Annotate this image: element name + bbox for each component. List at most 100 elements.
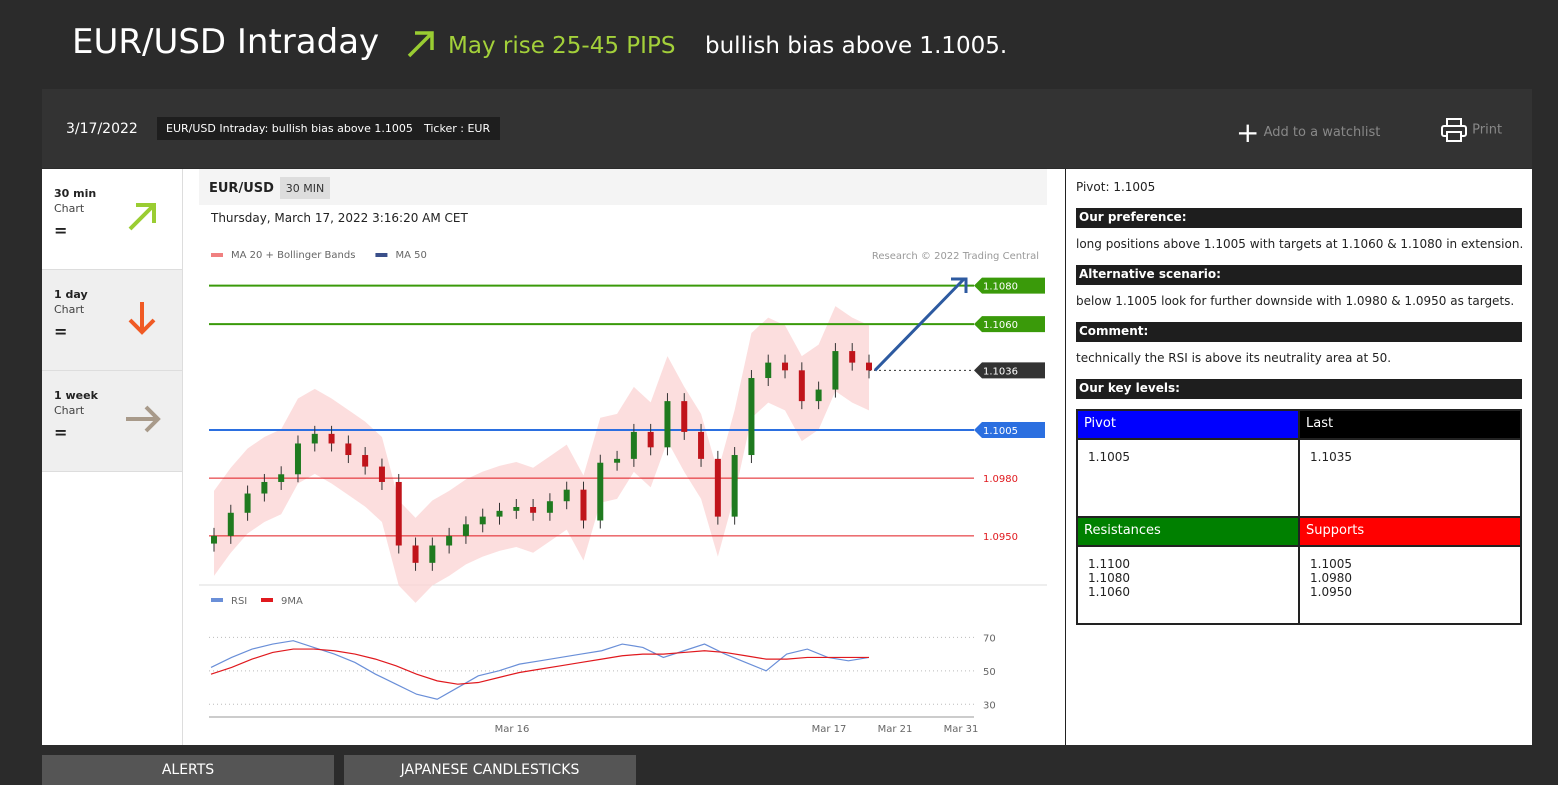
key-levels-table: Pivot Last 1.1005 1.1035 Resistances Supports… [1076, 409, 1522, 625]
level-label: 1.0980 [983, 474, 1018, 485]
arrow-icon [128, 203, 156, 231]
candle [849, 351, 856, 363]
timeframe-status: = [54, 423, 68, 442]
signal: May rise 25-45 PIPS [448, 33, 676, 59]
legend-swatch [261, 598, 273, 602]
level-value: 1.1005 [1088, 450, 1130, 464]
table-cell: 1.1005 [1077, 439, 1299, 517]
candle [765, 362, 772, 379]
print-button[interactable]: Print [1440, 117, 1502, 143]
level-value: 1.1080 [1088, 571, 1130, 585]
candle [328, 433, 335, 444]
tab[interactable]: JAPANESE CANDLESTICKS [344, 755, 636, 785]
x-tick-label: Mar 17 [812, 724, 847, 735]
legend-swatch [211, 598, 223, 602]
section-text: technically the RSI is above its neutral… [1076, 351, 1392, 365]
legend-swatch [375, 253, 388, 257]
candle [698, 431, 705, 459]
key-levels-heading: Our key levels: [1076, 379, 1522, 399]
candle [462, 524, 469, 536]
candle [614, 458, 621, 463]
timeframe-status: = [54, 221, 68, 240]
tag: Ticker : EUR [414, 117, 501, 140]
print-icon [1441, 118, 1467, 142]
candle [278, 474, 285, 482]
chart-header [199, 169, 1047, 205]
timeframe: 1 day Chart = [42, 270, 182, 371]
candle [731, 455, 738, 517]
legend-swatch [211, 253, 223, 257]
legend-label: 9MA [281, 596, 303, 607]
table-cell: 1.1005 1.0980 1.0950 [1299, 546, 1521, 624]
bollinger-band [214, 306, 869, 603]
level-label: 1.1005 [983, 426, 1018, 437]
section-heading: Our preference: [1076, 208, 1522, 228]
level-value: 1.1100 [1088, 557, 1130, 571]
level-value: 1.0950 [1310, 585, 1352, 599]
timeframe-label: 1 day [54, 288, 88, 301]
candle [479, 516, 486, 525]
watchlist-label: Add to a watchlist [1263, 125, 1381, 140]
tab[interactable]: ALERTS [42, 755, 334, 785]
timeframe-arrow [124, 300, 164, 344]
timeframe-sub: Chart [54, 303, 85, 316]
candle [580, 489, 587, 521]
section-text: below 1.1005 look for further downside w… [1076, 294, 1515, 308]
level-value: 1.1005 [1310, 557, 1352, 571]
interval: 30 MIN [286, 182, 324, 195]
credit: Research © 2022 Trading Central [872, 251, 1039, 262]
table-cell: 1.1100 1.1080 1.1060 [1077, 546, 1299, 624]
arrow-icon [126, 405, 161, 433]
forecast-arrow [873, 277, 968, 372]
interval-box [280, 177, 330, 199]
date: 3/17/2022 [66, 121, 138, 137]
section-heading: Comment: [1076, 322, 1522, 342]
level-tag [974, 277, 1045, 294]
rsi-tick-label: 30 [983, 700, 996, 711]
candle [815, 389, 822, 402]
candle [714, 458, 721, 517]
legend-label: MA 20 + Bollinger Bands [231, 250, 355, 261]
watchlist-button[interactable]: + Add to a watchlist [1236, 116, 1381, 149]
symbol: EUR/USD [209, 181, 274, 196]
timeframe-label: 1 week [54, 389, 98, 402]
table-header: Pivot [1077, 410, 1299, 439]
timeframe-label: 30 min [54, 187, 97, 200]
timeframe-sub: Chart [54, 404, 85, 417]
tag: EUR/USD Intraday: bullish bias above 1.1… [157, 117, 426, 140]
level-value: 1.1060 [1088, 585, 1130, 599]
print-label: Print [1472, 122, 1503, 138]
candle [261, 481, 268, 494]
x-tick-label: Mar 16 [495, 724, 530, 735]
table-header: Resistances [1077, 517, 1299, 546]
section-text: long positions above 1.1005 with targets… [1076, 237, 1524, 251]
candle [832, 351, 839, 390]
level-label: 1.1080 [983, 282, 1018, 293]
candle [664, 401, 671, 448]
signal-arrow [407, 31, 434, 58]
candle [866, 362, 872, 371]
level-tag [974, 422, 1045, 438]
candle [395, 481, 402, 546]
level-label: 1.1060 [983, 320, 1018, 331]
analysis: Pivot: 1.1005 Our preference: long positio… [1076, 180, 1523, 625]
candle [798, 370, 805, 402]
level-label: 1.0950 [983, 532, 1018, 543]
level-value: 1.1035 [1310, 450, 1352, 464]
candle [211, 535, 217, 544]
candle [546, 501, 553, 513]
candle [446, 535, 453, 546]
title: EUR/USD Intraday [72, 22, 380, 62]
timestamp: Thursday, March 17, 2022 3:16:20 AM CET [210, 211, 468, 225]
x-tick-label: Mar 21 [878, 724, 913, 735]
level-label: 1.1036 [983, 366, 1018, 377]
timeframe-sub: Chart [54, 202, 85, 215]
timeframe-status: = [54, 322, 68, 341]
table-header: Last [1299, 410, 1521, 439]
candle [412, 545, 419, 563]
pivot: Pivot: 1.1005 [1076, 180, 1156, 194]
candle [513, 507, 520, 511]
timeframe-arrow [124, 199, 164, 243]
candle [227, 512, 234, 536]
